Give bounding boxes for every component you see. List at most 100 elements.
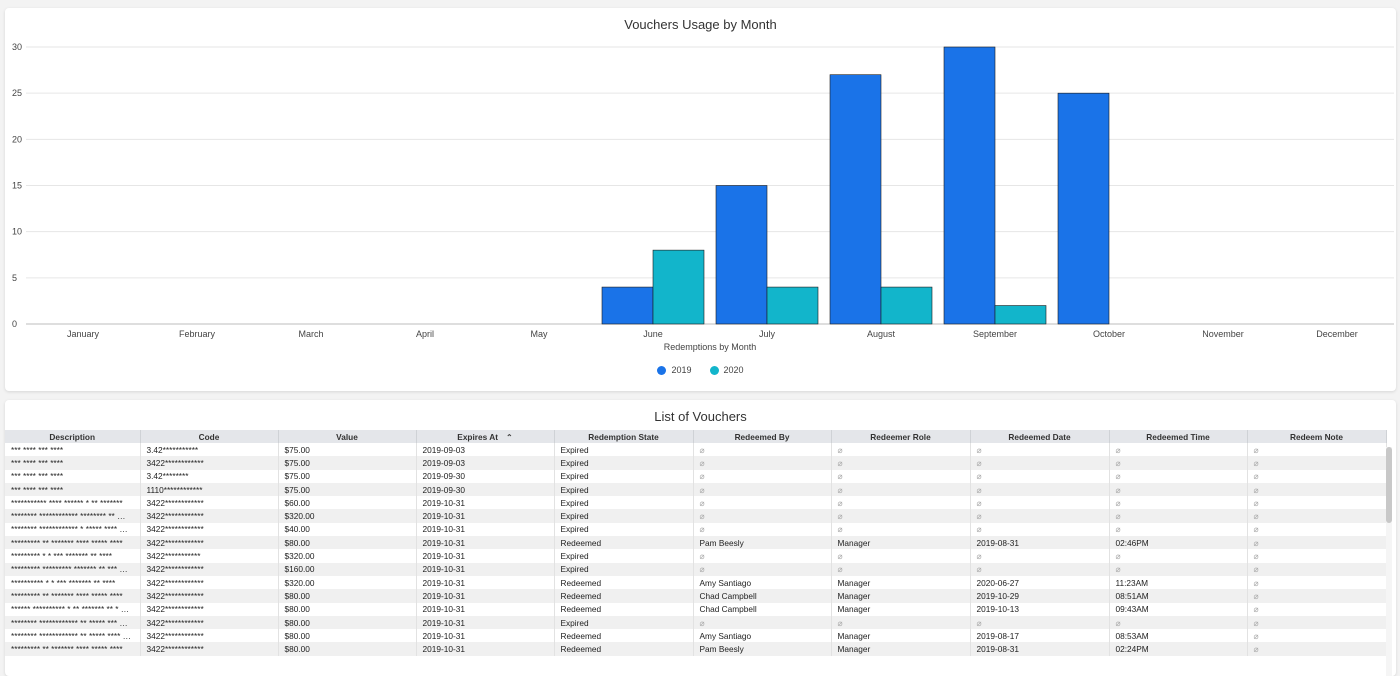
table-row[interactable]: ******** ************ ** ***** *** … 3422… [5, 615, 1387, 630]
table-cell: ******** ************ ******** ** … [5, 509, 141, 523]
table-cell: 2019-09-30 [416, 482, 555, 497]
table-row[interactable]: ****** ********** * ** ******* ** * … 342… [5, 602, 1387, 616]
table-cell: 2019-10-31 [416, 629, 555, 643]
column-header-redemption-state[interactable]: Redemption State [554, 430, 694, 443]
table-row[interactable]: ******** ************ ******** ** … 3422*… [5, 509, 1387, 523]
table-cell: 2019-10-31 [416, 602, 555, 616]
bar-2019-august[interactable] [829, 74, 882, 325]
legend-item-2019[interactable]: 2019 [657, 365, 692, 375]
table-cell: ⌀ [970, 456, 1110, 470]
table-cell: 3422*********** [140, 549, 279, 563]
table-cell: ⌀ [970, 549, 1110, 563]
table-cell: Redeemed [554, 575, 694, 590]
column-header-redeemed-time[interactable]: Redeemed Time [1109, 430, 1248, 443]
column-header-description[interactable]: Description [5, 430, 141, 443]
table-cell: Expired [554, 456, 694, 470]
table-cell: ⌀ [1247, 496, 1387, 510]
table-row[interactable]: ********* * * *** ******* ** **** 3422***… [5, 549, 1387, 563]
table-cell: ⌀ [831, 443, 971, 457]
table-cell: *** **** *** **** [5, 443, 141, 457]
table-cell: 3422************ [140, 456, 279, 470]
table-row[interactable]: ********* ** ******* **** ***** **** 3422… [5, 589, 1387, 603]
column-header-redeemer-role[interactable]: Redeemer Role [831, 430, 971, 443]
table-cell: ⌀ [693, 456, 832, 470]
table-cell: ⌀ [1247, 482, 1387, 497]
y-tick-label: 20 [12, 134, 22, 144]
bar-2020-july[interactable] [766, 286, 819, 325]
chart-title: Vouchers Usage by Month [624, 17, 777, 32]
table-cell: Amy Santiago [693, 575, 832, 590]
x-tick-label: August [867, 329, 896, 339]
y-tick-label: 0 [12, 319, 17, 329]
table-row[interactable]: ********** * * *** ******* ** **** 3422**… [5, 575, 1387, 590]
bar-2020-august[interactable] [880, 286, 933, 325]
table-cell: 2019-10-29 [970, 589, 1110, 603]
x-tick-label: May [530, 329, 548, 339]
sort-ascending-icon[interactable]: ⌃ [506, 432, 513, 442]
table-cell: ⌀ [831, 496, 971, 510]
table-cell: $320.00 [278, 509, 417, 523]
y-tick-label: 5 [12, 273, 17, 283]
table-cell: ⌀ [1109, 469, 1248, 483]
table-cell: ******** ************ * ***** **** … [5, 522, 141, 537]
table-cell: 3422************ [140, 509, 279, 523]
table-cell: ******** ************ ** ***** *** … [5, 615, 141, 630]
table-row[interactable]: ******** ************ * ***** **** … 3422… [5, 522, 1387, 537]
legend-dot-2019 [657, 365, 667, 375]
column-header-code[interactable]: Code [140, 430, 279, 443]
bar-2019-july[interactable] [715, 185, 768, 325]
column-header-value[interactable]: Value [278, 430, 417, 443]
table-cell: 3422************ [140, 589, 279, 603]
table-cell: ⌀ [1109, 482, 1248, 497]
table-row[interactable]: ********* ** ******* **** ***** **** 3422… [5, 642, 1387, 656]
bar-2020-september[interactable] [994, 305, 1047, 325]
x-tick-label: September [973, 329, 1017, 339]
table-cell: 2019-10-31 [416, 589, 555, 603]
table-cell: $80.00 [278, 615, 417, 630]
table-cell: ⌀ [1247, 602, 1387, 616]
bar-2019-september[interactable] [943, 46, 996, 325]
table-cell: $320.00 [278, 549, 417, 563]
table-row[interactable]: *** **** *** **** 3.42*********** $75.00 20… [5, 443, 1387, 457]
table-scrollbar[interactable] [1386, 447, 1392, 676]
table-cell: ********* ** ******* **** ***** **** [5, 589, 141, 603]
table-cell: 2019-09-30 [416, 469, 555, 483]
table-cell: ⌀ [970, 482, 1110, 497]
table-row[interactable]: *** **** *** **** 3.42******** $75.00 2019-… [5, 469, 1387, 483]
scrollbar-thumb[interactable] [1386, 447, 1392, 523]
table-cell: ⌀ [831, 509, 971, 523]
column-header-redeemed-by[interactable]: Redeemed By [693, 430, 832, 443]
table-cell: ⌀ [1247, 562, 1387, 576]
bar-2019-october[interactable] [1057, 92, 1110, 325]
column-header-redeemed-date[interactable]: Redeemed Date [970, 430, 1110, 443]
column-header-expires-at[interactable]: Expires At ⌃ [416, 430, 555, 443]
column-header-redeem-note[interactable]: Redeem Note [1247, 430, 1387, 443]
x-tick-label: November [1202, 329, 1244, 339]
table-cell: ⌀ [1247, 522, 1387, 537]
bar-2020-june[interactable] [652, 249, 705, 325]
table-row[interactable]: ********* ********* ******* ** *** … 3422… [5, 562, 1387, 576]
bar-2019-june[interactable] [601, 286, 654, 325]
column-header-label: Expires At [457, 431, 499, 442]
table-cell: 3422************ [140, 615, 279, 630]
x-tick-label: February [179, 329, 216, 339]
table-cell: 2019-10-31 [416, 496, 555, 510]
table-cell: Redeemed [554, 629, 694, 643]
table-row[interactable]: *** **** *** **** 3422************ $75.00 2… [5, 456, 1387, 470]
vouchers-table: Description Code Value Expires At ⌃ Redemptio… [5, 430, 1387, 656]
table-cell: Amy Santiago [693, 629, 832, 643]
table-cell: Expired [554, 562, 694, 576]
table-row[interactable]: ********* ** ******* **** ***** **** 3422… [5, 536, 1387, 550]
table-cell: ⌀ [831, 562, 971, 576]
table-cell: ⌀ [1109, 496, 1248, 510]
table-cell: ⌀ [970, 496, 1110, 510]
legend-item-2020[interactable]: 2020 [709, 365, 744, 375]
table-cell: *********** **** ****** * ** ******* [5, 496, 141, 510]
table-cell: ⌀ [970, 522, 1110, 537]
table-cell: 2019-10-31 [416, 522, 555, 537]
table-cell: 2019-10-31 [416, 509, 555, 523]
table-row[interactable]: ******** ************ ** ***** **** … 342… [5, 629, 1387, 643]
table-row[interactable]: *** **** *** **** 1110************ $75.00 2… [5, 482, 1387, 497]
table-cell: ⌀ [693, 469, 832, 483]
table-row[interactable]: *********** **** ****** * ** ******* 3422… [5, 496, 1387, 510]
